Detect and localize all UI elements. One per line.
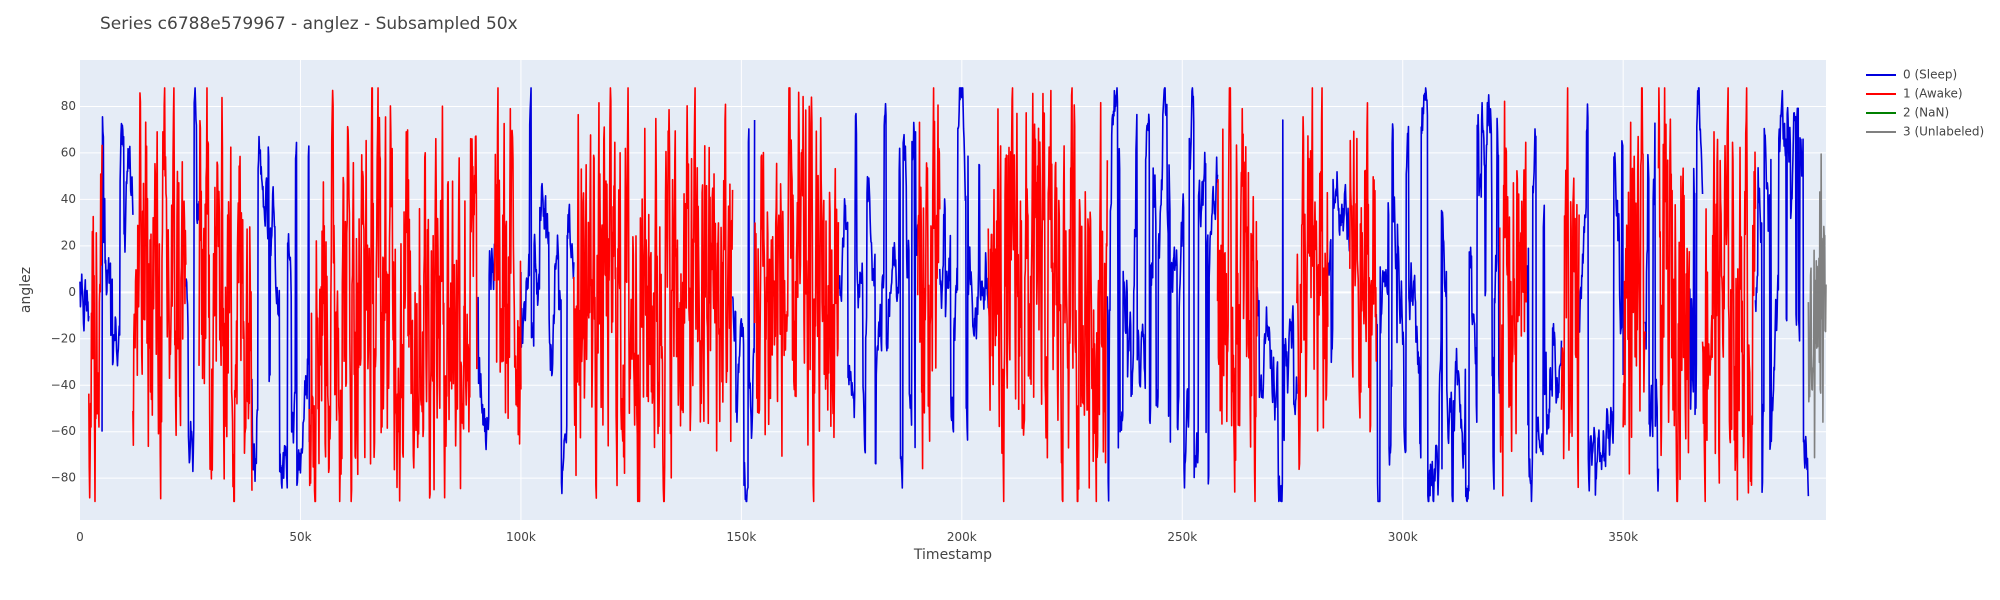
series-line-0-segment-15	[1644, 122, 1660, 492]
series-line-1-segment-9	[1216, 87, 1259, 503]
series-line-0-segment-12	[1375, 87, 1501, 503]
series-line-1-segment-12	[1498, 100, 1527, 497]
x-axis-title: Timestamp	[913, 547, 992, 563]
x-tick-label: 200k	[947, 530, 977, 544]
series-line-0-segment-11	[1326, 170, 1351, 364]
series-line-0-segment-13	[1525, 128, 1563, 503]
x-tick-label: 150k	[726, 530, 756, 544]
series-line-0-segment-3	[251, 135, 311, 489]
y-tick-label: 20	[61, 238, 76, 252]
series-line-0-segment-1	[101, 116, 134, 432]
legend: 0 (Sleep) 1 (Awake) 2 (NaN) 3 (Unlabeled)	[1866, 68, 1984, 139]
legend-item-2[interactable]: 2 (NaN)	[1903, 106, 1949, 120]
series-line-1-segment-8	[987, 87, 1109, 503]
series-line-1-segment-11	[1349, 102, 1378, 433]
traces	[79, 87, 1827, 503]
series-line-1-segment-2	[198, 87, 253, 503]
x-tick-label: 250k	[1167, 530, 1197, 544]
series-line-3-segment-0	[1807, 153, 1827, 459]
series-line-1-segment-6	[753, 87, 840, 503]
series-line-1-segment-3	[308, 87, 478, 503]
legend-item-3[interactable]: 3 (Unlabeled)	[1903, 125, 1984, 139]
series-line-0-segment-5	[520, 87, 575, 495]
legend-item-0[interactable]: 0 (Sleep)	[1903, 68, 1957, 82]
y-axis-ticks: 80 60 40 20 0 −20 −40 −60 −80	[51, 99, 76, 485]
x-tick-label: 0	[76, 530, 84, 544]
y-tick-label: 80	[61, 99, 76, 113]
series-line-1-segment-13	[1560, 87, 1580, 489]
series-line-1-segment-7	[916, 87, 941, 470]
series-line-1-segment-15	[1657, 87, 1691, 503]
series-line-0-segment-8	[938, 87, 990, 441]
series-line-0-segment-4	[476, 243, 496, 451]
series-line-0-segment-17	[1754, 89, 1810, 497]
chart-title: Series c6788e579967 - anglez - Subsample…	[100, 14, 518, 34]
x-tick-label: 350k	[1608, 530, 1638, 544]
series-line-0-segment-7	[837, 102, 919, 489]
y-tick-label: −80	[51, 471, 76, 485]
x-axis-ticks: 0 50k 100k 150k 200k 250k 300k 350k	[76, 530, 1638, 544]
y-tick-label: 0	[68, 285, 76, 299]
series-line-0-segment-14	[1578, 103, 1624, 496]
series-line-1-segment-0	[88, 144, 103, 503]
series-line-1-segment-16	[1701, 87, 1757, 503]
legend-item-1[interactable]: 1 (Awake)	[1903, 87, 1963, 101]
series-line-1-segment-10	[1296, 87, 1329, 471]
x-tick-label: 300k	[1388, 530, 1418, 544]
y-tick-label: 60	[61, 145, 76, 159]
series-line-0-segment-16	[1688, 87, 1704, 416]
y-tick-label: 40	[61, 192, 76, 206]
series-line-0-segment-0	[79, 273, 90, 332]
x-tick-label: 50k	[289, 530, 311, 544]
series-line-1-segment-14	[1622, 87, 1647, 475]
y-tick-label: −60	[51, 424, 76, 438]
series-line-1-segment-5	[573, 87, 734, 503]
series-line-0-segment-9	[1106, 87, 1219, 502]
series-line-1-segment-4	[493, 87, 522, 445]
series-line-0-segment-6	[731, 119, 756, 503]
y-tick-label: −20	[51, 331, 76, 345]
series-line-0-segment-2	[185, 87, 200, 473]
series-line-1-segment-1	[132, 87, 187, 500]
x-tick-label: 100k	[506, 530, 536, 544]
y-tick-label: −40	[51, 378, 76, 392]
series-line-0-segment-10	[1256, 119, 1298, 503]
y-axis-title: anglez	[18, 267, 34, 313]
